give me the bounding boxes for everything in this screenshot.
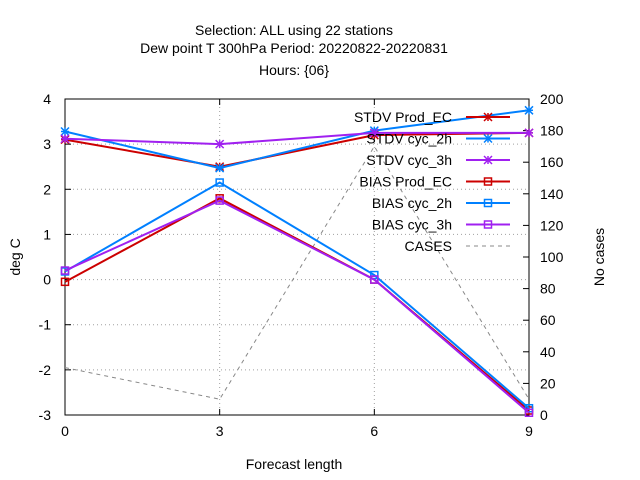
y-axis-label: deg C bbox=[7, 238, 23, 275]
legend-label: CASES bbox=[405, 238, 452, 254]
star-marker bbox=[483, 133, 493, 144]
legend-entry: BIAS cyc_3h bbox=[372, 217, 510, 233]
star-marker bbox=[215, 139, 225, 149]
star-marker-stroke bbox=[60, 134, 70, 144]
y2-tick-label: 160 bbox=[540, 154, 564, 170]
y-tick-label: 1 bbox=[43, 226, 51, 242]
legend-label: STDV cyc_3h bbox=[366, 152, 452, 168]
star-marker bbox=[524, 105, 534, 115]
series bbox=[60, 128, 534, 149]
legend-label: BIAS Prod_EC bbox=[359, 174, 452, 190]
y-tick-label: 4 bbox=[43, 91, 51, 107]
series-line bbox=[64, 131, 530, 168]
series-line bbox=[64, 109, 530, 170]
y2-tick-label: 20 bbox=[540, 375, 556, 391]
star-marker-stroke bbox=[215, 139, 225, 149]
x-axis-label: Forecast length bbox=[246, 456, 343, 472]
legend-entry: CASES bbox=[405, 238, 510, 254]
title-line-2: Dew point T 300hPa Period: 20220822-2022… bbox=[140, 40, 448, 56]
star-marker bbox=[369, 128, 379, 138]
star-marker-stroke bbox=[524, 128, 534, 138]
y-tick-label: -2 bbox=[39, 362, 52, 378]
series-line bbox=[64, 145, 530, 400]
y-tick-label: 0 bbox=[43, 272, 51, 288]
square-marker bbox=[483, 198, 493, 208]
y2-tick-label: 0 bbox=[540, 407, 548, 423]
y2-axis-label: No cases bbox=[591, 228, 607, 286]
star-marker bbox=[483, 155, 493, 165]
legend-label: BIAS cyc_3h bbox=[372, 217, 452, 233]
legend: STDV Prod_EC STDV cyc_2h STDV cyc_3h BIAS P… bbox=[354, 109, 510, 254]
x-tick-label: 3 bbox=[216, 423, 224, 439]
x-tick-label: 6 bbox=[370, 423, 378, 439]
title: Selection: ALL using 22 stations Dew poi… bbox=[140, 22, 448, 78]
square-marker bbox=[215, 196, 224, 205]
y2-tick-label: 80 bbox=[540, 281, 556, 297]
series bbox=[64, 145, 530, 400]
series-line bbox=[64, 181, 530, 409]
y2-tick-label: 60 bbox=[540, 312, 556, 328]
star-marker bbox=[524, 128, 534, 138]
star-marker-stroke bbox=[483, 112, 493, 122]
x-tick-label: 0 bbox=[61, 423, 69, 439]
square-marker bbox=[524, 408, 534, 417]
star-marker-stroke bbox=[369, 128, 379, 138]
grid bbox=[64, 98, 530, 416]
y2-tick-label: 180 bbox=[540, 123, 564, 139]
square-marker bbox=[60, 277, 70, 287]
star-marker-stroke bbox=[483, 155, 493, 165]
ticks: 0 3 6 9-3-2-1012340204060801001201401601802… bbox=[39, 91, 564, 439]
y2-tick-label: 40 bbox=[540, 344, 556, 360]
series-layer bbox=[60, 105, 534, 417]
legend-entry: BIAS cyc_2h bbox=[372, 195, 510, 211]
y-tick-label: -1 bbox=[39, 317, 52, 333]
star-marker-stroke bbox=[215, 163, 225, 173]
series-line bbox=[64, 131, 529, 146]
square-marker bbox=[215, 178, 224, 187]
star-marker-stroke bbox=[524, 105, 534, 115]
star-marker bbox=[483, 112, 493, 122]
square-marker bbox=[60, 266, 70, 275]
y-tick-label: -3 bbox=[39, 407, 52, 423]
x-tick-label: 9 bbox=[525, 423, 533, 439]
legend-entry: BIAS Prod_EC bbox=[359, 174, 510, 190]
legend-label: STDV cyc_2h bbox=[366, 131, 452, 147]
legend-entry: STDV cyc_2h bbox=[366, 131, 510, 147]
series-line bbox=[64, 197, 530, 412]
y2-tick-label: 140 bbox=[540, 186, 564, 202]
title-line-3: Hours: {06} bbox=[259, 62, 329, 78]
plot-frame bbox=[64, 98, 530, 416]
square-marker bbox=[370, 275, 379, 284]
series bbox=[60, 196, 534, 417]
y2-tick-label: 200 bbox=[540, 91, 564, 107]
star-marker bbox=[60, 126, 70, 137]
legend-entry: STDV Prod_EC bbox=[354, 109, 510, 125]
star-marker-stroke bbox=[483, 133, 493, 144]
series-line bbox=[64, 199, 530, 414]
star-marker bbox=[60, 134, 70, 144]
legend-label: BIAS cyc_2h bbox=[372, 195, 452, 211]
y-tick-label: 3 bbox=[43, 136, 51, 152]
series bbox=[60, 178, 534, 413]
legend-entry: STDV cyc_3h bbox=[366, 152, 510, 168]
square-marker bbox=[483, 177, 493, 186]
title-line-1: Selection: ALL using 22 stations bbox=[195, 22, 393, 38]
star-marker-stroke bbox=[60, 126, 70, 137]
square-marker bbox=[483, 220, 493, 229]
y2-tick-label: 120 bbox=[540, 217, 564, 233]
y2-tick-label: 100 bbox=[540, 249, 564, 265]
star-marker bbox=[215, 163, 225, 173]
y-tick-label: 2 bbox=[43, 181, 51, 197]
legend-label: STDV Prod_EC bbox=[354, 109, 452, 125]
